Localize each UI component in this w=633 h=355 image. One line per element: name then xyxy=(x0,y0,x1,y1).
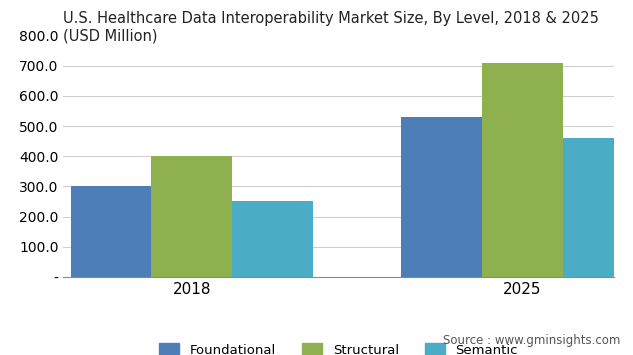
Legend: Foundational, Structural, Semantic: Foundational, Structural, Semantic xyxy=(154,338,523,355)
Bar xyxy=(232,202,313,277)
Bar xyxy=(563,138,633,277)
Text: U.S. Healthcare Data Interoperability Market Size, By Level, 2018 & 2025 (USD Mi: U.S. Healthcare Data Interoperability Ma… xyxy=(63,11,599,43)
Bar xyxy=(401,117,482,277)
Bar xyxy=(482,62,563,277)
Bar xyxy=(71,186,151,277)
Text: Source : www.gminsights.com: Source : www.gminsights.com xyxy=(443,334,620,347)
Bar xyxy=(151,156,232,277)
